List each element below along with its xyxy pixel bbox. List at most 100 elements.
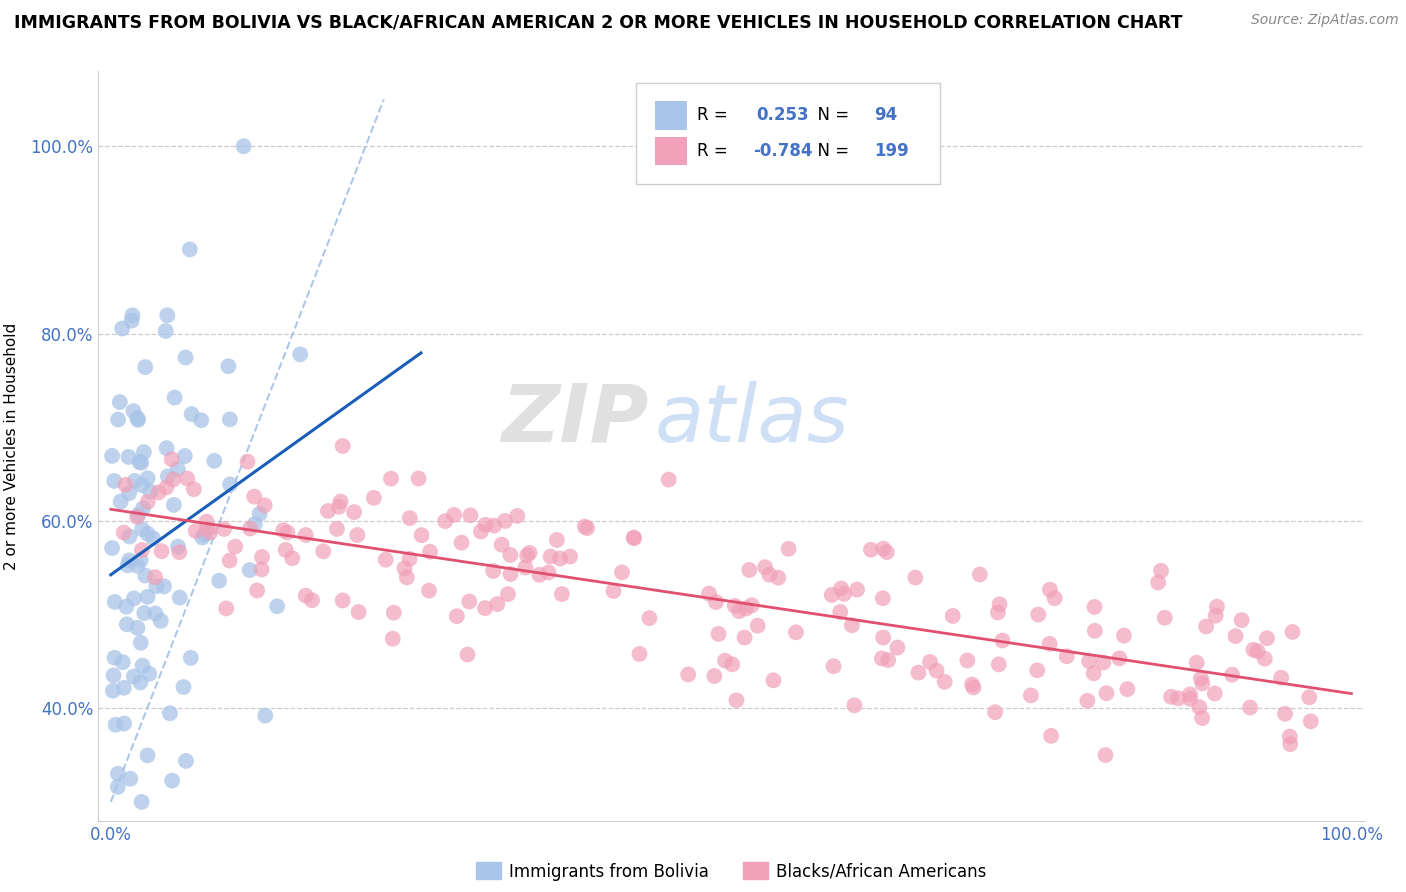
Point — [1026, 607, 1049, 622]
Point — [110, 494, 132, 508]
Point — [103, 650, 125, 665]
Point — [103, 668, 125, 682]
Point — [150, 544, 173, 558]
Point — [162, 473, 184, 487]
Text: -0.784: -0.784 — [752, 142, 813, 160]
Point — [115, 617, 138, 632]
Point — [131, 456, 153, 470]
Point — [153, 579, 176, 593]
Point — [610, 566, 633, 580]
Point — [1084, 624, 1107, 638]
Text: IMMIGRANTS FROM BOLIVIA VS BLACK/AFRICAN AMERICAN 2 OR MORE VEHICLES IN HOUSEHOL: IMMIGRANTS FROM BOLIVIA VS BLACK/AFRICAN… — [14, 13, 1182, 31]
Point — [134, 360, 156, 375]
Point — [202, 454, 225, 468]
Point — [118, 529, 141, 543]
Point — [486, 597, 509, 611]
Point — [474, 601, 496, 615]
Point — [1078, 654, 1101, 668]
Point — [329, 494, 352, 508]
Point — [219, 477, 242, 491]
Point — [832, 587, 855, 601]
Point — [332, 593, 354, 607]
Point — [239, 563, 262, 577]
Point — [1083, 599, 1105, 614]
Point — [704, 595, 727, 609]
Point — [301, 593, 323, 607]
Point — [457, 648, 479, 662]
Point — [499, 548, 522, 562]
Point — [122, 404, 145, 418]
Point — [156, 308, 179, 322]
Point — [183, 482, 205, 496]
Point — [1112, 629, 1135, 643]
Point — [243, 490, 266, 504]
Point — [163, 498, 186, 512]
Y-axis label: 2 or more Vehicles in Household: 2 or more Vehicles in Household — [4, 322, 20, 570]
FancyBboxPatch shape — [636, 83, 941, 184]
Point — [991, 633, 1014, 648]
Point — [1230, 613, 1253, 627]
Point — [101, 541, 124, 555]
Point — [120, 772, 142, 786]
Point — [236, 455, 259, 469]
Point — [138, 666, 160, 681]
Point — [697, 586, 720, 600]
Point — [735, 601, 758, 615]
Point — [250, 562, 273, 576]
Point — [762, 673, 785, 688]
Point — [112, 525, 135, 540]
Point — [418, 583, 440, 598]
Point — [741, 599, 763, 613]
Point — [1178, 691, 1201, 706]
Point — [131, 522, 153, 536]
Point — [540, 549, 562, 564]
Point — [747, 618, 769, 632]
Point — [411, 528, 433, 542]
Point — [145, 579, 167, 593]
Point — [274, 543, 297, 558]
Point — [363, 491, 385, 505]
Point — [969, 567, 991, 582]
Point — [155, 441, 177, 455]
Point — [174, 351, 197, 365]
Point — [124, 474, 146, 488]
Text: ZIP: ZIP — [502, 381, 648, 458]
Point — [136, 494, 159, 508]
Point — [1191, 711, 1213, 725]
Point — [738, 563, 761, 577]
Point — [1270, 671, 1292, 685]
Point — [846, 582, 869, 597]
Point — [398, 552, 420, 566]
Point — [381, 632, 404, 646]
Point — [519, 546, 541, 560]
Point — [859, 542, 882, 557]
Point — [1116, 682, 1139, 697]
Point — [395, 570, 418, 584]
Point — [346, 528, 368, 542]
Point — [136, 526, 159, 541]
Point — [149, 614, 172, 628]
Point — [841, 618, 863, 632]
Point — [294, 589, 316, 603]
Point — [131, 658, 153, 673]
Point — [714, 654, 737, 668]
Point — [112, 681, 135, 695]
Point — [129, 675, 152, 690]
Point — [602, 584, 624, 599]
Point — [576, 521, 599, 535]
Point — [239, 521, 262, 535]
Point — [179, 243, 201, 257]
Point — [134, 568, 156, 582]
Point — [132, 445, 155, 459]
Point — [294, 528, 316, 542]
Point — [1205, 608, 1227, 623]
Point — [115, 599, 138, 614]
Point — [925, 664, 948, 678]
Text: N =: N = — [807, 106, 855, 124]
Point — [132, 501, 155, 516]
Point — [101, 683, 124, 698]
Point — [276, 525, 298, 540]
Point — [1279, 737, 1302, 751]
Point — [537, 566, 560, 580]
Point — [394, 561, 416, 575]
